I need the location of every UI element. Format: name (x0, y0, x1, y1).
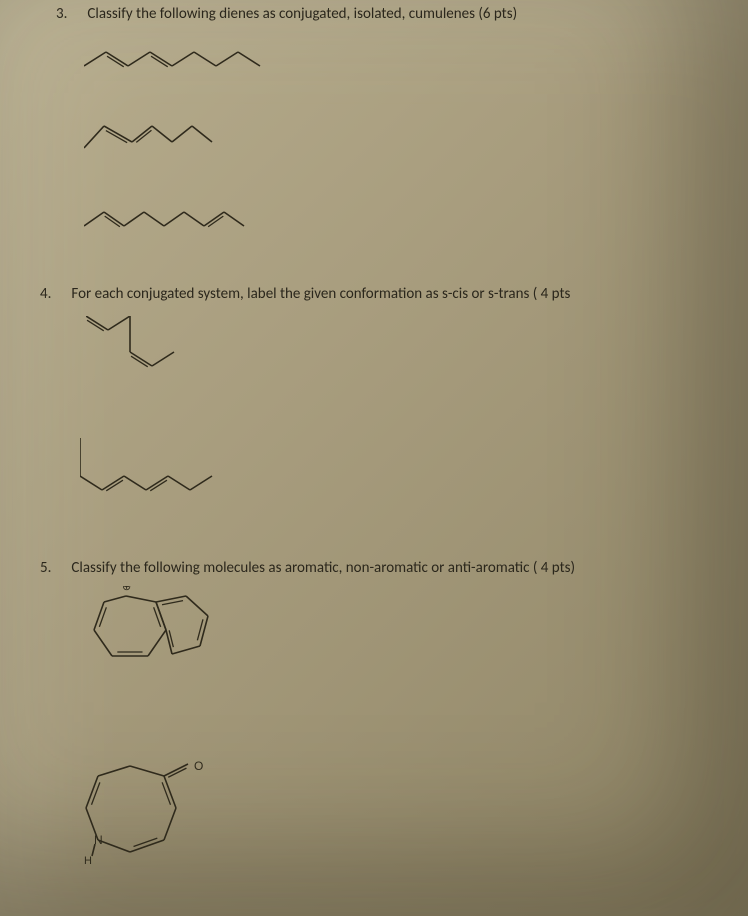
svg-text:O: O (194, 760, 203, 773)
q3-structure-b (84, 120, 244, 156)
svg-text:⊕: ⊕ (122, 586, 131, 593)
q5-text: Classify the following molecules as arom… (71, 559, 575, 577)
q5-number: 5. (40, 558, 68, 578)
question-5: 5. Classify the following molecules as a… (40, 558, 575, 578)
q5-structure-b: ONH (82, 760, 222, 880)
q4-text: For each conjugated system, label the gi… (71, 285, 570, 303)
question-3: 3. Classify the following dienes as conj… (56, 4, 517, 24)
q3-structure-c (84, 208, 274, 238)
svg-text:H: H (84, 855, 92, 867)
worksheet-page: 3. Classify the following dienes as conj… (0, 0, 748, 916)
q5-structure-a: ⊕ (82, 586, 232, 676)
q3-structure-a (84, 48, 284, 78)
q3-text: Classify the following dienes as conjuga… (87, 5, 517, 23)
q4-structure-a (86, 316, 196, 376)
q3-number: 3. (56, 4, 84, 24)
q4-structure-b (80, 438, 230, 498)
q4-number: 4. (40, 284, 68, 304)
question-4: 4. For each conjugated system, label the… (40, 284, 570, 304)
